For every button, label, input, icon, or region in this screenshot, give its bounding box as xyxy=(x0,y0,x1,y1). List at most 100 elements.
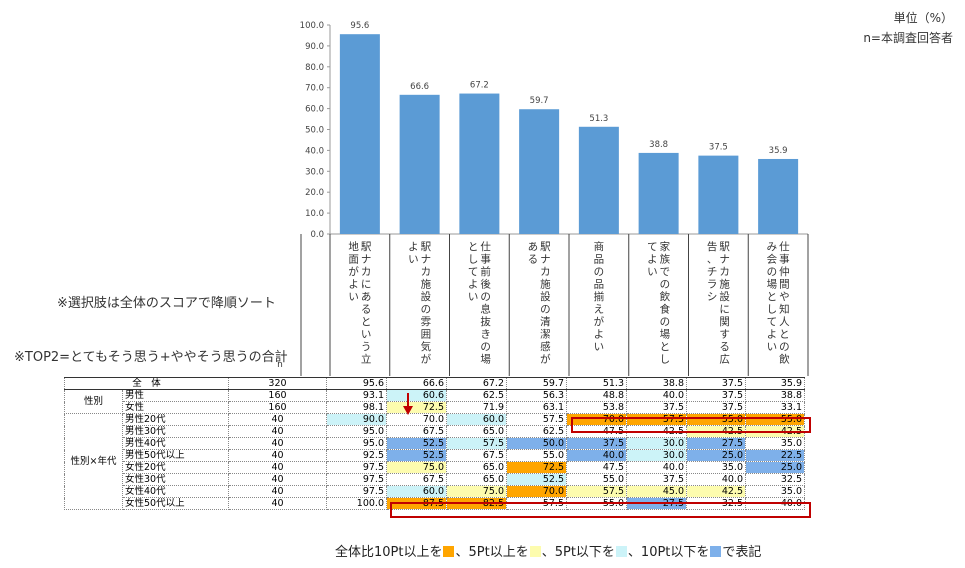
bar-value-label: 95.6 xyxy=(350,21,369,31)
legend-swatch-strong-over xyxy=(443,546,455,557)
unit-label: 単位（%） xyxy=(893,11,953,25)
legend-text-2: 、5Pt以上を xyxy=(455,545,529,560)
table-cell: 70.0 xyxy=(566,413,627,426)
bar xyxy=(399,94,440,234)
table-cell: 65.0 xyxy=(446,425,507,438)
table-cell: 63.1 xyxy=(506,401,567,414)
row-n: 40 xyxy=(228,461,327,474)
table-cell: 40.0 xyxy=(626,461,687,474)
row-group-label: 性別×年代 xyxy=(64,413,123,510)
y-tick-label: 0.0 xyxy=(310,230,324,240)
table-row: 男性50代以上 40 92.5 52.5 67.5 55.0 40.0 30.0 25.0 22.… xyxy=(65,449,805,462)
y-tick-label: 70.0 xyxy=(305,84,324,94)
table-cell: 55.0 xyxy=(745,413,805,426)
table-cell: 75.0 xyxy=(386,461,447,474)
y-tick-label: 50.0 xyxy=(305,126,324,136)
table-cell: 95.0 xyxy=(326,437,387,450)
table-cell: 25.0 xyxy=(686,449,746,462)
row-group-label: 全 体 xyxy=(64,377,229,390)
table-cell: 35.0 xyxy=(745,437,805,450)
table-cell: 57.5 xyxy=(566,485,627,498)
category-label-frame xyxy=(300,234,809,376)
table-cell: 70.0 xyxy=(506,485,567,498)
table-cell: 30.0 xyxy=(626,449,687,462)
table-row: 女性40代 40 97.5 60.0 75.0 70.0 57.5 45.0 42.5 35.0 xyxy=(65,485,805,498)
table-cell: 40.0 xyxy=(566,449,627,462)
legend: 全体比10Pt以上を 、5Pt以上を 、5Pt以下を 、10Pt以下を で表記 xyxy=(335,541,761,560)
table-cell: 60.0 xyxy=(386,485,447,498)
n-label: n=本調査回答者 xyxy=(863,31,953,45)
category-label: 駅ナカ施設の清潔感がある xyxy=(528,241,552,366)
bars: 95.6 66.6 67.2 59.7 51.3 38.8 37.5 35.9 xyxy=(339,21,799,234)
bar-value-label: 66.6 xyxy=(410,82,429,92)
table-row: 女性30代 40 97.5 67.5 65.0 52.5 55.0 37.5 40.0 32.5 xyxy=(65,473,805,486)
bar xyxy=(578,126,619,234)
table-cell: 40.0 xyxy=(626,389,687,402)
table-cell: 93.1 xyxy=(326,389,387,402)
table-cell: 51.3 xyxy=(566,377,627,390)
legend-swatch-strong-under xyxy=(710,546,722,557)
table-cell: 37.5 xyxy=(686,377,746,390)
table-cell: 48.8 xyxy=(566,389,627,402)
table-cell: 70.0 xyxy=(386,413,447,426)
legend-text-3: 、5Pt以下を xyxy=(541,545,615,560)
row-label: 男性50代以上 xyxy=(122,449,229,462)
table-cell: 75.0 xyxy=(446,485,507,498)
table-cell: 66.6 xyxy=(386,377,447,390)
top2-note: ※TOP2=とてもそう思う+ややそう思うの合計 xyxy=(14,350,288,365)
row-label: 男性40代 xyxy=(122,437,229,450)
bar xyxy=(459,93,500,234)
category-label: 仕事仲間や知人との飲み会の場としてよい xyxy=(767,240,791,366)
y-tick-label: 20.0 xyxy=(305,188,324,198)
table-cell: 92.5 xyxy=(326,449,387,462)
table-cell: 35.9 xyxy=(745,377,805,390)
table-cell: 37.5 xyxy=(566,437,627,450)
table-row: 女性20代 40 97.5 75.0 65.0 72.5 47.5 40.0 35.0 25.0 xyxy=(65,461,805,474)
y-tick-label: 10.0 xyxy=(305,209,324,219)
table-cell: 67.5 xyxy=(446,449,507,462)
row-n: 40 xyxy=(228,437,327,450)
category-label: 駅ナカにあるという立地面がよい xyxy=(348,240,372,366)
table-cell: 60.0 xyxy=(446,413,507,426)
table-cell: 22.5 xyxy=(745,449,805,462)
table-cell: 52.5 xyxy=(506,473,567,486)
table-cell: 47.5 xyxy=(566,461,627,474)
bar-value-label: 67.2 xyxy=(470,81,489,91)
table-cell: 67.5 xyxy=(386,425,447,438)
category-label: 駅ナカ施設に関する広告、チラシ xyxy=(707,240,731,366)
y-tick-label: 30.0 xyxy=(305,167,324,177)
table-cell: 37.5 xyxy=(686,401,746,414)
table-cell: 90.0 xyxy=(326,413,387,426)
bar-value-label: 51.3 xyxy=(589,114,608,124)
row-n: 40 xyxy=(228,485,327,498)
y-tick-label: 90.0 xyxy=(305,42,324,52)
row-label: 女性 xyxy=(122,401,229,414)
table-cell: 52.5 xyxy=(386,449,447,462)
row-label: 女性50代以上 xyxy=(122,497,229,510)
table-row: 全 体 320 95.6 66.6 67.2 59.7 51.3 38.8 37.5 35.9 xyxy=(64,377,805,390)
down-arrow-icon xyxy=(403,393,413,415)
n-column-header: n xyxy=(277,360,283,370)
table-cell: 52.5 xyxy=(386,437,447,450)
table-row: 性別×年代 男性20代 40 90.0 70.0 60.0 57.5 70.0 57.5 55.0… xyxy=(64,413,805,510)
table-cell: 30.0 xyxy=(626,437,687,450)
category-label: 商品の品揃えがよい xyxy=(594,240,605,353)
row-label: 男性 xyxy=(122,389,229,402)
bar xyxy=(638,152,679,234)
bar xyxy=(339,34,380,234)
table-cell: 72.5 xyxy=(386,401,447,414)
table-cell: 95.0 xyxy=(326,425,387,438)
table-cell: 65.0 xyxy=(446,461,507,474)
category-labels: 駅ナカにあるという立地面がよい 駅ナカ施設の雰囲気がよい 仕事前後の息抜きの場として… xyxy=(348,240,790,366)
table-cell: 57.5 xyxy=(446,437,507,450)
row-n: 40 xyxy=(228,425,327,438)
legend-text-1: 全体比10Pt以上を xyxy=(335,545,443,560)
table-cell: 56.3 xyxy=(506,389,567,402)
bar xyxy=(698,155,739,234)
table-cell: 97.5 xyxy=(326,461,387,474)
y-tick-label: 80.0 xyxy=(305,63,324,73)
row-n: 40 xyxy=(228,413,327,426)
row-n: 160 xyxy=(228,389,327,402)
table-cell: 62.5 xyxy=(506,425,567,438)
table-cell: 55.0 xyxy=(506,449,567,462)
